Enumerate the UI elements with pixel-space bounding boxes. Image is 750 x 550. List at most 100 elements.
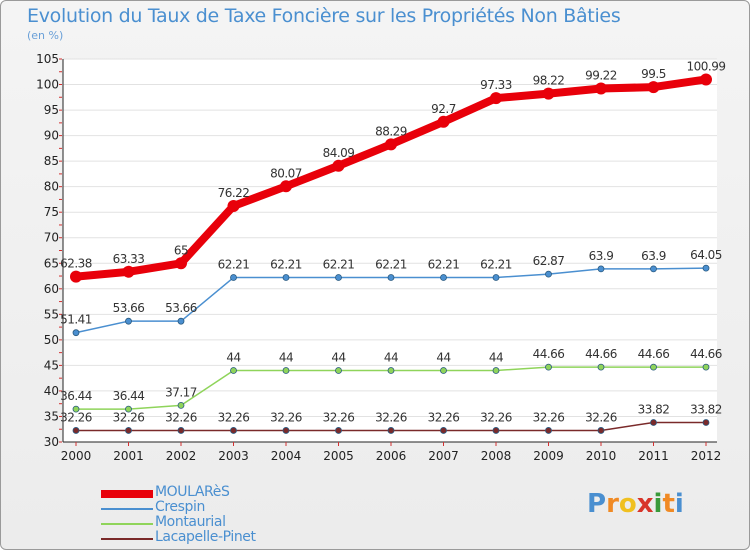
data-label: 44 [436, 351, 450, 365]
y-tick-label: 40 [44, 384, 59, 398]
data-point [440, 427, 447, 434]
data-label: 97.33 [480, 78, 512, 92]
data-point [230, 274, 237, 281]
data-label: 32.26 [165, 410, 197, 424]
data-point [545, 270, 552, 278]
x-tick-label: 2010 [586, 449, 617, 463]
chart-subtitle: (en %) [27, 29, 64, 42]
data-label: 44.66 [533, 347, 565, 361]
data-label: 100.99 [687, 59, 726, 73]
x-tick-label: 2005 [323, 449, 354, 463]
data-label: 32.26 [60, 410, 92, 424]
data-point [230, 367, 237, 374]
data-label: 62.21 [428, 258, 460, 272]
y-tick-label: 30 [44, 435, 59, 449]
data-point [125, 405, 132, 413]
data-point [492, 274, 500, 281]
data-point [492, 427, 500, 434]
y-tick-label: 45 [44, 358, 59, 372]
data-point [125, 427, 132, 434]
x-tick-label: 2007 [428, 449, 459, 463]
data-point [72, 329, 80, 337]
data-point [545, 363, 552, 371]
data-label: 44 [384, 351, 398, 365]
data-point [72, 405, 80, 413]
data-point [280, 180, 292, 193]
y-tick-label: 95 [44, 103, 59, 117]
data-label: 44 [331, 351, 345, 365]
y-tick-label: 50 [44, 333, 59, 347]
data-label: 44 [489, 351, 503, 365]
data-label: 32.26 [533, 410, 565, 424]
data-label: 92.7 [431, 102, 456, 116]
y-tick-label: 100 [36, 78, 59, 92]
y-tick-label: 85 [44, 154, 59, 168]
data-point [335, 367, 342, 374]
data-label: 44.66 [690, 347, 722, 361]
y-tick-label: 80 [44, 180, 59, 194]
data-label: 84.09 [323, 146, 355, 160]
y-tick-label: 65 [44, 256, 59, 270]
data-point [492, 367, 500, 374]
data-label: 63.33 [113, 252, 145, 266]
data-point [545, 427, 552, 434]
data-point [650, 363, 657, 371]
data-label: 65 [174, 243, 188, 257]
data-point [387, 274, 395, 281]
x-tick-label: 2008 [481, 449, 512, 463]
legend-label: Crespin [155, 499, 205, 515]
data-label: 44 [279, 351, 293, 365]
data-label: 32.26 [218, 410, 250, 424]
data-point [332, 159, 345, 172]
data-label: 36.44 [60, 389, 92, 403]
data-point [335, 427, 342, 434]
legend-label: Montaurial [155, 514, 226, 530]
y-tick-label: 55 [44, 307, 59, 321]
data-point [175, 257, 187, 270]
data-label: 32.26 [585, 410, 617, 424]
data-label: 32.26 [480, 410, 512, 424]
data-point [700, 73, 712, 86]
legend-swatch [101, 523, 153, 525]
x-tick-label: 2009 [533, 449, 564, 463]
chart-title: Evolution du Taux de Taxe Foncière sur l… [27, 5, 621, 27]
data-label: 44 [226, 351, 240, 365]
data-label: 32.26 [323, 410, 355, 424]
legend-swatch [101, 508, 153, 510]
logo-letter: r [606, 489, 619, 519]
plot-area [63, 59, 717, 442]
data-point [282, 274, 290, 281]
data-label: 76.22 [218, 186, 250, 200]
y-tick-label: 35 [44, 409, 59, 423]
data-label: 44.66 [638, 347, 670, 361]
logo-letter: x [636, 489, 654, 519]
data-point [597, 427, 605, 434]
data-point [702, 363, 710, 371]
x-tick-label: 2002 [166, 449, 197, 463]
data-point [702, 264, 710, 272]
data-point [230, 427, 237, 434]
data-point [227, 199, 240, 212]
data-label: 32.26 [375, 410, 407, 424]
data-point [542, 87, 555, 100]
data-point [125, 317, 132, 325]
data-label: 62.21 [218, 258, 250, 272]
data-label: 62.38 [60, 257, 92, 271]
legend-swatch [101, 490, 153, 498]
legend-label: Lacapelle-Pinet [155, 529, 256, 545]
logo-letter: P [587, 489, 607, 519]
data-label: 37.17 [165, 385, 197, 399]
data-point [335, 274, 342, 281]
data-point [177, 401, 185, 409]
x-tick-label: 2004 [271, 449, 302, 463]
data-point [122, 265, 135, 278]
data-label: 32.26 [428, 410, 460, 424]
x-tick-label: 2006 [376, 449, 407, 463]
y-tick-label: 90 [44, 129, 59, 143]
data-label: 62.21 [323, 258, 355, 272]
data-point [597, 265, 605, 273]
data-point [702, 419, 710, 426]
data-label: 98.22 [533, 74, 565, 88]
x-tick-label: 2003 [218, 449, 249, 463]
y-tick-label: 60 [44, 282, 59, 296]
